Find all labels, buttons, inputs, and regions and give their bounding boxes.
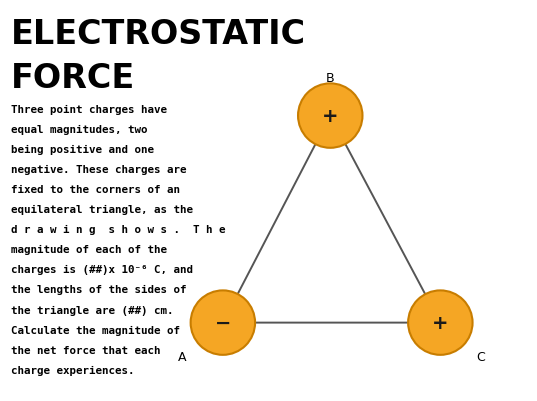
Ellipse shape xyxy=(298,84,362,148)
Text: charge experiences.: charge experiences. xyxy=(11,365,134,375)
Text: charges is (##)x 10⁻⁶ C, and: charges is (##)x 10⁻⁶ C, and xyxy=(11,265,193,275)
Text: the net force that each: the net force that each xyxy=(11,345,160,355)
Text: FORCE: FORCE xyxy=(11,62,135,95)
Text: ELECTROSTATIC: ELECTROSTATIC xyxy=(11,18,306,51)
Text: equal magnitudes, two: equal magnitudes, two xyxy=(11,124,147,134)
Text: fixed to the corners of an: fixed to the corners of an xyxy=(11,184,180,194)
Text: +: + xyxy=(432,313,448,332)
Text: magnitude of each of the: magnitude of each of the xyxy=(11,245,167,255)
Text: +: + xyxy=(322,107,338,126)
Ellipse shape xyxy=(408,291,473,355)
Text: the triangle are (##) cm.: the triangle are (##) cm. xyxy=(11,305,173,315)
Text: Calculate the magnitude of: Calculate the magnitude of xyxy=(11,325,180,335)
Text: the lengths of the sides of: the lengths of the sides of xyxy=(11,285,186,295)
Text: A: A xyxy=(178,350,187,363)
Text: d r a w i n g  s h o w s .  T h e: d r a w i n g s h o w s . T h e xyxy=(11,225,225,235)
Text: being positive and one: being positive and one xyxy=(11,144,154,154)
Ellipse shape xyxy=(191,291,255,355)
Text: B: B xyxy=(326,72,335,85)
Text: −: − xyxy=(215,313,231,332)
Text: equilateral triangle, as the: equilateral triangle, as the xyxy=(11,205,193,215)
Text: C: C xyxy=(476,350,485,363)
Text: Three point charges have: Three point charges have xyxy=(11,104,167,114)
Text: negative. These charges are: negative. These charges are xyxy=(11,164,186,174)
